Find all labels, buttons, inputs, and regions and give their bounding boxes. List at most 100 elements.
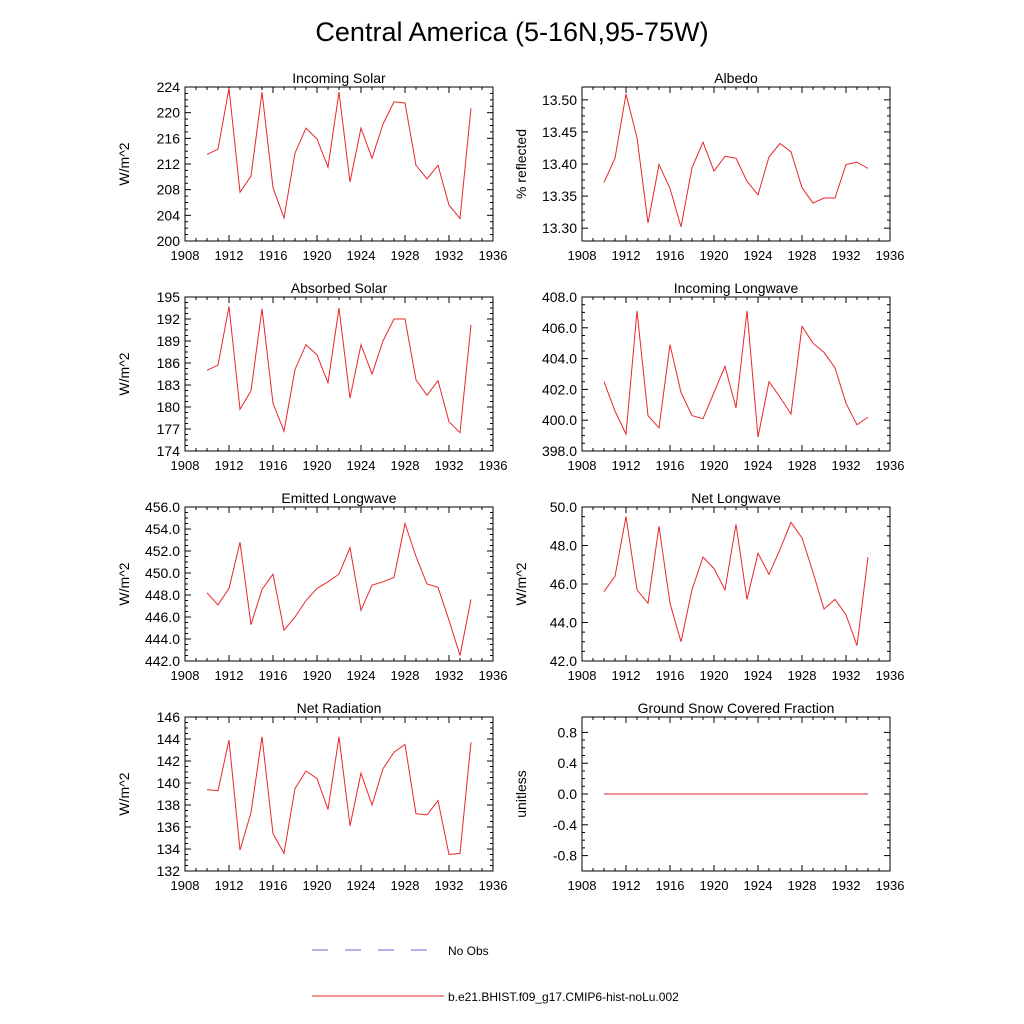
y-tick-label: -0.8 xyxy=(553,848,577,864)
x-tick-label: 1928 xyxy=(391,668,420,683)
y-tick-label: 13.30 xyxy=(542,220,577,236)
x-tick-label: 1924 xyxy=(347,668,376,683)
legend-label-model: b.e21.BHIST.f09_g17.CMIP6-hist-noLu.002 xyxy=(448,990,679,1004)
x-tick-label: 1924 xyxy=(744,248,773,263)
x-tick-label: 1936 xyxy=(479,248,508,263)
y-tick-label: 195 xyxy=(157,289,181,305)
y-axis-label: W/m^2 xyxy=(116,352,132,395)
y-tick-label: 180 xyxy=(157,399,181,415)
x-tick-label: 1928 xyxy=(788,458,817,473)
x-tick-label: 1916 xyxy=(656,878,685,893)
y-tick-label: 138 xyxy=(157,797,181,813)
y-tick-label: 404.0 xyxy=(542,351,577,367)
y-tick-label: 13.40 xyxy=(542,156,577,172)
series-line xyxy=(603,93,869,228)
series-line xyxy=(206,521,472,656)
x-tick-label: 1932 xyxy=(832,458,861,473)
y-tick-label: 400.0 xyxy=(542,412,577,428)
y-tick-label: 177 xyxy=(157,421,181,437)
x-tick-label: 1912 xyxy=(215,668,244,683)
x-tick-label: 1932 xyxy=(435,248,464,263)
y-tick-label: 216 xyxy=(157,130,181,146)
x-tick-label: 1908 xyxy=(171,248,200,263)
panel-albedo: Albedo % reflected 1908 1912 1916 1920 1924 192… xyxy=(513,70,904,263)
x-tick-label: 1932 xyxy=(832,668,861,683)
x-tick-label: 1928 xyxy=(788,878,817,893)
y-tick-label: 200 xyxy=(157,233,181,249)
panel-title: Incoming Longwave xyxy=(674,280,799,296)
series-line xyxy=(206,88,472,220)
x-tick-label: 1912 xyxy=(215,878,244,893)
x-tick-label: 1928 xyxy=(788,668,817,683)
y-axis-label: W/m^2 xyxy=(116,772,132,815)
panel-title: Absorbed Solar xyxy=(291,280,388,296)
y-tick-label: 452.0 xyxy=(145,543,180,559)
panel-title: Net Radiation xyxy=(297,700,382,716)
y-tick-label: 208 xyxy=(157,182,181,198)
x-tick-label: 1912 xyxy=(612,458,641,473)
y-tick-label: 402.0 xyxy=(542,381,577,397)
x-tick-label: 1908 xyxy=(171,458,200,473)
y-tick-label: 398.0 xyxy=(542,443,577,459)
y-tick-label: 132 xyxy=(157,863,181,879)
x-tick-label: 1908 xyxy=(171,878,200,893)
y-tick-label: 444.0 xyxy=(145,631,180,647)
x-tick-label: 1916 xyxy=(259,458,288,473)
x-tick-label: 1932 xyxy=(435,458,464,473)
x-tick-label: 1908 xyxy=(171,668,200,683)
x-tick-label: 1916 xyxy=(656,248,685,263)
x-tick-label: 1924 xyxy=(744,458,773,473)
x-tick-label: 1936 xyxy=(479,458,508,473)
series-line xyxy=(206,306,472,434)
x-tick-label: 1932 xyxy=(435,878,464,893)
x-tick-label: 1920 xyxy=(700,668,729,683)
y-axis-label: % reflected xyxy=(513,129,529,199)
y-tick-label: 183 xyxy=(157,377,181,393)
x-tick-label: 1936 xyxy=(876,248,905,263)
y-tick-label: 146 xyxy=(157,709,181,725)
x-tick-label: 1932 xyxy=(435,668,464,683)
y-tick-label: 220 xyxy=(157,105,181,121)
x-tick-label: 1908 xyxy=(568,458,597,473)
x-tick-label: 1936 xyxy=(479,878,508,893)
panel-net-radiation: Net Radiation W/m^2 1908 1912 1916 1920 1924 19… xyxy=(116,700,507,893)
panel-incoming-longwave: Incoming Longwave 1908 1912 1916 1920 1924 192… xyxy=(542,280,905,473)
y-tick-label: 144 xyxy=(157,731,181,747)
y-tick-label: 442.0 xyxy=(145,653,180,669)
y-tick-label: 50.0 xyxy=(550,499,577,515)
y-tick-label: 140 xyxy=(157,775,181,791)
y-axis-label: W/m^2 xyxy=(116,562,132,605)
x-tick-label: 1928 xyxy=(391,248,420,263)
x-tick-label: 1920 xyxy=(700,458,729,473)
x-tick-label: 1912 xyxy=(215,248,244,263)
x-tick-label: 1920 xyxy=(303,248,332,263)
x-tick-label: 1924 xyxy=(347,248,376,263)
panel-emitted-longwave: Emitted Longwave W/m^2 1908 1912 1916 1920 192… xyxy=(116,490,507,683)
y-tick-label: 42.0 xyxy=(550,653,577,669)
x-tick-label: 1920 xyxy=(303,458,332,473)
y-tick-label: 454.0 xyxy=(145,521,180,537)
panel-title: Emitted Longwave xyxy=(281,490,396,506)
y-tick-label: 186 xyxy=(157,355,181,371)
panel-net-longwave: Net Longwave W/m^2 1908 1912 1916 1920 1924 192… xyxy=(513,490,904,683)
y-tick-label: 0.4 xyxy=(558,755,578,771)
series-line xyxy=(603,310,869,438)
x-tick-label: 1916 xyxy=(259,668,288,683)
x-tick-label: 1908 xyxy=(568,248,597,263)
x-tick-label: 1928 xyxy=(391,458,420,473)
x-tick-label: 1916 xyxy=(656,668,685,683)
figure-title: Central America (5-16N,95-75W) xyxy=(315,17,708,47)
y-tick-label: 408.0 xyxy=(542,289,577,305)
panel-absorbed-solar: Absorbed Solar W/m^2 1908 1912 1916 1920 1924 1… xyxy=(116,280,507,473)
x-tick-label: 1936 xyxy=(876,668,905,683)
x-tick-label: 1920 xyxy=(303,668,332,683)
x-tick-label: 1924 xyxy=(347,458,376,473)
x-tick-label: 1924 xyxy=(744,878,773,893)
x-tick-label: 1936 xyxy=(876,878,905,893)
x-tick-label: 1916 xyxy=(259,878,288,893)
y-tick-label: 448.0 xyxy=(145,587,180,603)
x-tick-label: 1920 xyxy=(303,878,332,893)
y-axis-label: W/m^2 xyxy=(116,142,132,185)
